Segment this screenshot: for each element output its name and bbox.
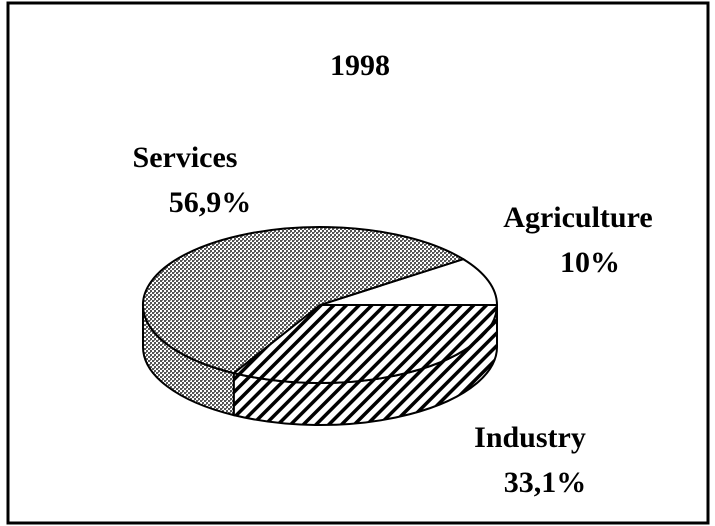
value-label: 10% xyxy=(560,246,620,279)
slice xyxy=(319,258,499,306)
value-label: 33,1% xyxy=(504,466,587,499)
slice xyxy=(142,226,466,375)
slice xyxy=(231,304,499,384)
value-label: 56,9% xyxy=(169,186,252,219)
slice-label: Industry xyxy=(474,421,586,454)
slice-label: Agriculture xyxy=(503,201,652,234)
chart-title: 1998 xyxy=(330,49,390,82)
slice-label: Services xyxy=(133,141,238,174)
